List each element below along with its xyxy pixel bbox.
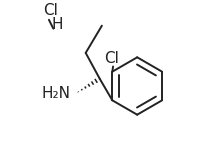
Text: Cl: Cl: [43, 3, 58, 18]
Text: H: H: [52, 16, 63, 32]
Text: Cl: Cl: [104, 51, 119, 66]
Text: H₂N: H₂N: [41, 86, 70, 101]
